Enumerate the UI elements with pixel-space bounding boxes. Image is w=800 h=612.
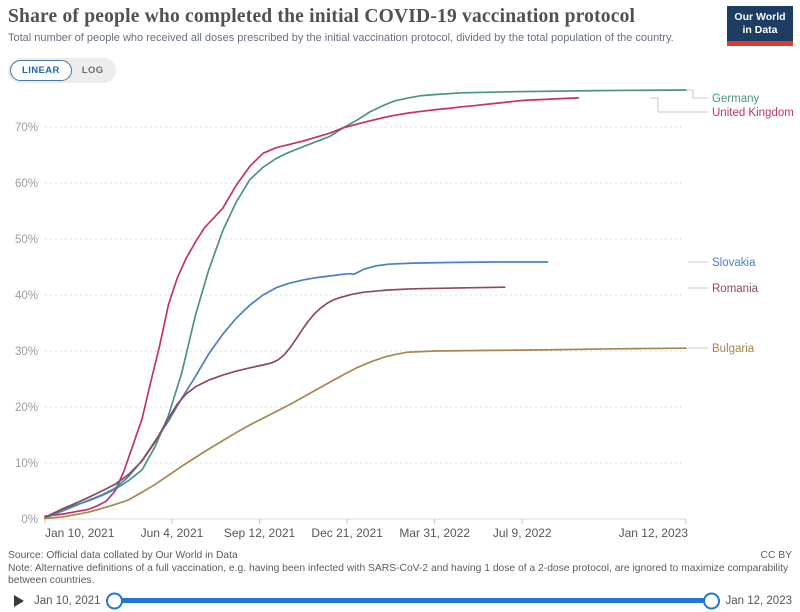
legend-connector-united-kingdom: [650, 97, 708, 113]
legend-label-bulgaria[interactable]: Bulgaria: [712, 343, 755, 355]
y-tick-label-20: 20%: [15, 402, 38, 414]
y-tick-label-60: 60%: [15, 178, 38, 190]
series-line-slovakia[interactable]: [44, 261, 549, 519]
series-line-united-kingdom[interactable]: [44, 97, 580, 518]
page-subtitle: Total number of people who received all …: [8, 32, 674, 44]
owid-logo-line1: Our World: [734, 11, 786, 23]
footnote: Note: Alternative definitions of a full …: [8, 563, 789, 586]
timeline-slider[interactable]: [105, 592, 721, 609]
y-tick-label-50: 50%: [15, 234, 38, 246]
x-tick-label-3: Dec 21, 2021: [311, 526, 383, 540]
log-scale-button[interactable]: LOG: [72, 61, 114, 80]
y-tick-label-0: 0%: [21, 514, 38, 526]
series-line-bulgaria[interactable]: [44, 347, 687, 520]
play-icon[interactable]: [14, 594, 24, 607]
x-tick-label-0: Jan 10, 2021: [45, 526, 115, 540]
x-tick-label-1: Jun 4, 2021: [141, 526, 204, 540]
source-note: Source: Official data collated by Our Wo…: [8, 550, 238, 561]
license-label[interactable]: CC BY: [760, 550, 792, 561]
timeline-end-label: Jan 12, 2023: [725, 594, 792, 607]
legend-label-slovakia[interactable]: Slovakia: [712, 257, 756, 269]
owid-logo: Our World in Data: [727, 6, 793, 47]
x-tick-label-2: Sep 12, 2021: [224, 526, 296, 540]
y-tick-label-30: 30%: [15, 346, 38, 358]
legend-connector-germany: [687, 89, 708, 99]
legend-label-united-kingdom[interactable]: United Kingdom: [712, 107, 794, 119]
timeline-end-handle[interactable]: [703, 592, 721, 609]
linear-scale-button[interactable]: LINEAR: [10, 60, 72, 81]
x-tick-label-4: Mar 31, 2022: [399, 526, 470, 540]
timeline-control: Jan 10, 2021 Jan 12, 2023: [8, 589, 792, 612]
timeline-start-handle[interactable]: [105, 592, 123, 609]
scale-toggle: LINEAR LOG: [8, 58, 116, 83]
y-tick-label-70: 70%: [15, 122, 38, 134]
legend-label-germany[interactable]: Germany: [712, 93, 760, 105]
page-title: Share of people who completed the initia…: [8, 6, 636, 27]
series-line-romania[interactable]: [44, 286, 506, 519]
x-tick-label-6: Jan 12, 2023: [619, 526, 689, 540]
x-tick-label-5: Jul 9, 2022: [493, 526, 552, 540]
owid-logo-line2: in Data: [742, 24, 778, 37]
series-line-germany[interactable]: [44, 89, 687, 519]
legend-label-romania[interactable]: Romania: [712, 283, 759, 295]
y-tick-label-40: 40%: [15, 290, 38, 302]
timeline-start-label: Jan 10, 2021: [34, 594, 101, 607]
y-tick-label-10: 10%: [15, 458, 38, 470]
